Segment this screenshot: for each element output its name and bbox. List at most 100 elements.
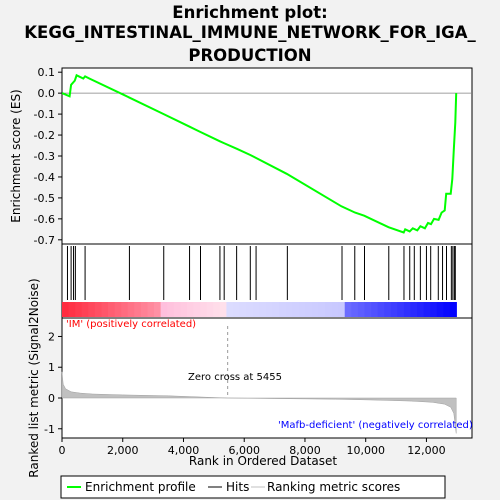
rank-colour-segment xyxy=(154,302,162,317)
rank-colour-segment xyxy=(364,302,372,317)
rank-colour-segment xyxy=(94,302,102,317)
rank-colour-segment xyxy=(219,302,227,317)
rank-colour-segment xyxy=(147,302,155,317)
es-y-tick-label: -0.3 xyxy=(34,150,55,163)
metric-y-axis: 2 1 0 -1 xyxy=(44,330,62,436)
rank-colour-segment xyxy=(246,302,254,317)
positive-correlated-label: 'IM' (positively correlated) xyxy=(66,319,196,330)
chart-title-line-2: KEGG_INTESTINAL_IMMUNE_NETWORK_FOR_IGA_ xyxy=(24,23,476,42)
rank-colour-segment xyxy=(357,302,365,317)
rank-colour-segment xyxy=(186,302,194,317)
rank-colour-segment xyxy=(430,302,438,317)
rank-colour-segment xyxy=(311,302,319,317)
rank-colour-segment xyxy=(436,302,444,317)
rank-colour-segment xyxy=(81,302,89,317)
rank-colour-segment xyxy=(423,302,431,317)
es-y-axis: 0.1 0.0 -0.1 -0.2 -0.3 -0.4 -0.5 -0.6 -0.7 xyxy=(34,66,472,247)
chart-title-line-3: PRODUCTION xyxy=(188,46,312,65)
es-y-tick-label: -0.5 xyxy=(34,192,55,205)
rank-colour-segment xyxy=(232,302,240,317)
rank-colour-segment xyxy=(206,302,214,317)
rank-colour-segment xyxy=(259,302,267,317)
legend-hits-label: Hits xyxy=(226,480,249,494)
legend-es-label: Enrichment profile xyxy=(85,480,196,494)
metric-y-tick-label: 2 xyxy=(48,330,55,343)
rank-colour-segment xyxy=(292,302,300,317)
x-tick-label: 8,000 xyxy=(289,444,321,457)
rank-colour-segment xyxy=(272,302,280,317)
x-axis: 0 2,000 4,000 6,000 8,000 10,000 12,000 xyxy=(59,438,446,457)
rank-colour-segment xyxy=(338,302,346,317)
rank-colour-segment xyxy=(173,302,181,317)
rank-colour-segment xyxy=(298,302,306,317)
es-y-tick-label: -0.6 xyxy=(34,213,55,226)
rank-colour-segment xyxy=(384,302,392,317)
rank-colour-segment xyxy=(114,302,122,317)
rank-colour-bar xyxy=(62,302,457,317)
rank-colour-segment xyxy=(239,302,247,317)
rank-colour-segment xyxy=(134,302,142,317)
x-tick-label: 4,000 xyxy=(168,444,200,457)
legend-metric-label: Ranking metric scores xyxy=(267,480,400,494)
es-y-tick-label: -0.1 xyxy=(34,108,55,121)
es-y-tick-label: 0.0 xyxy=(38,87,56,100)
rank-colour-segment xyxy=(180,302,188,317)
es-curve xyxy=(61,73,458,234)
rank-colour-segment xyxy=(351,302,359,317)
negative-correlated-label: 'Mafb-deficient' (negatively correlated) xyxy=(278,420,473,431)
rank-colour-segment xyxy=(410,302,418,317)
rank-colour-segment xyxy=(68,302,76,317)
rank-colour-segment xyxy=(318,302,326,317)
rank-colour-segment xyxy=(88,302,96,317)
rank-colour-segment xyxy=(443,302,451,317)
rank-colour-segment xyxy=(160,302,168,317)
rank-colour-segment xyxy=(397,302,405,317)
rank-colour-segment xyxy=(140,302,148,317)
rank-colour-segment xyxy=(75,302,83,317)
x-tick-label: 2,000 xyxy=(107,444,139,457)
x-tick-label: 12,000 xyxy=(407,444,446,457)
rank-colour-segment xyxy=(213,302,221,317)
rank-colour-segment xyxy=(121,302,129,317)
rank-colour-segment xyxy=(101,302,109,317)
metric-panel xyxy=(61,317,473,439)
rank-colour-segment xyxy=(390,302,398,317)
ranking-metric-area xyxy=(61,371,457,434)
rank-colour-segment xyxy=(325,302,332,317)
metric-y-axis-label: Ranked list metric (Signal2Noise) xyxy=(27,278,41,477)
rank-colour-segment xyxy=(226,302,234,317)
rank-colour-segment xyxy=(417,302,425,317)
hit-marks xyxy=(66,246,456,300)
rank-colour-segment xyxy=(344,302,352,317)
es-y-axis-label: Enrichment score (ES) xyxy=(9,89,23,222)
rank-colour-segment xyxy=(449,302,457,317)
rank-colour-segment xyxy=(403,302,411,317)
es-y-tick-label: -0.4 xyxy=(34,171,55,184)
metric-y-tick-label: -1 xyxy=(44,423,55,436)
x-tick-label: 6,000 xyxy=(228,444,260,457)
x-tick-label: 0 xyxy=(59,444,66,457)
rank-colour-segment xyxy=(127,302,135,317)
rank-colour-segment xyxy=(108,302,116,317)
metric-y-tick-label: 1 xyxy=(48,361,55,374)
rank-colour-segment xyxy=(200,302,208,317)
rank-colour-segment xyxy=(377,302,385,317)
metric-y-tick-label: 0 xyxy=(48,392,55,405)
rank-colour-segment xyxy=(305,302,313,317)
chart-title-line-1: Enrichment plot: xyxy=(172,3,328,22)
rank-colour-segment xyxy=(278,302,286,317)
zero-cross-label: Zero cross at 5455 xyxy=(188,372,282,383)
rank-colour-segment xyxy=(62,302,69,317)
rank-colour-segment xyxy=(193,302,201,317)
es-y-tick-label: 0.1 xyxy=(38,66,56,79)
rank-colour-segment xyxy=(285,302,293,317)
rank-colour-segment xyxy=(265,302,273,317)
rank-colour-segment xyxy=(167,302,175,317)
es-y-tick-label: -0.2 xyxy=(34,129,55,142)
rank-colour-segment xyxy=(252,302,260,317)
es-y-tick-label: -0.7 xyxy=(34,234,55,247)
x-axis-label: Rank in Ordered Dataset xyxy=(189,454,337,468)
rank-colour-segment xyxy=(331,302,339,317)
rank-colour-segment xyxy=(371,302,379,317)
